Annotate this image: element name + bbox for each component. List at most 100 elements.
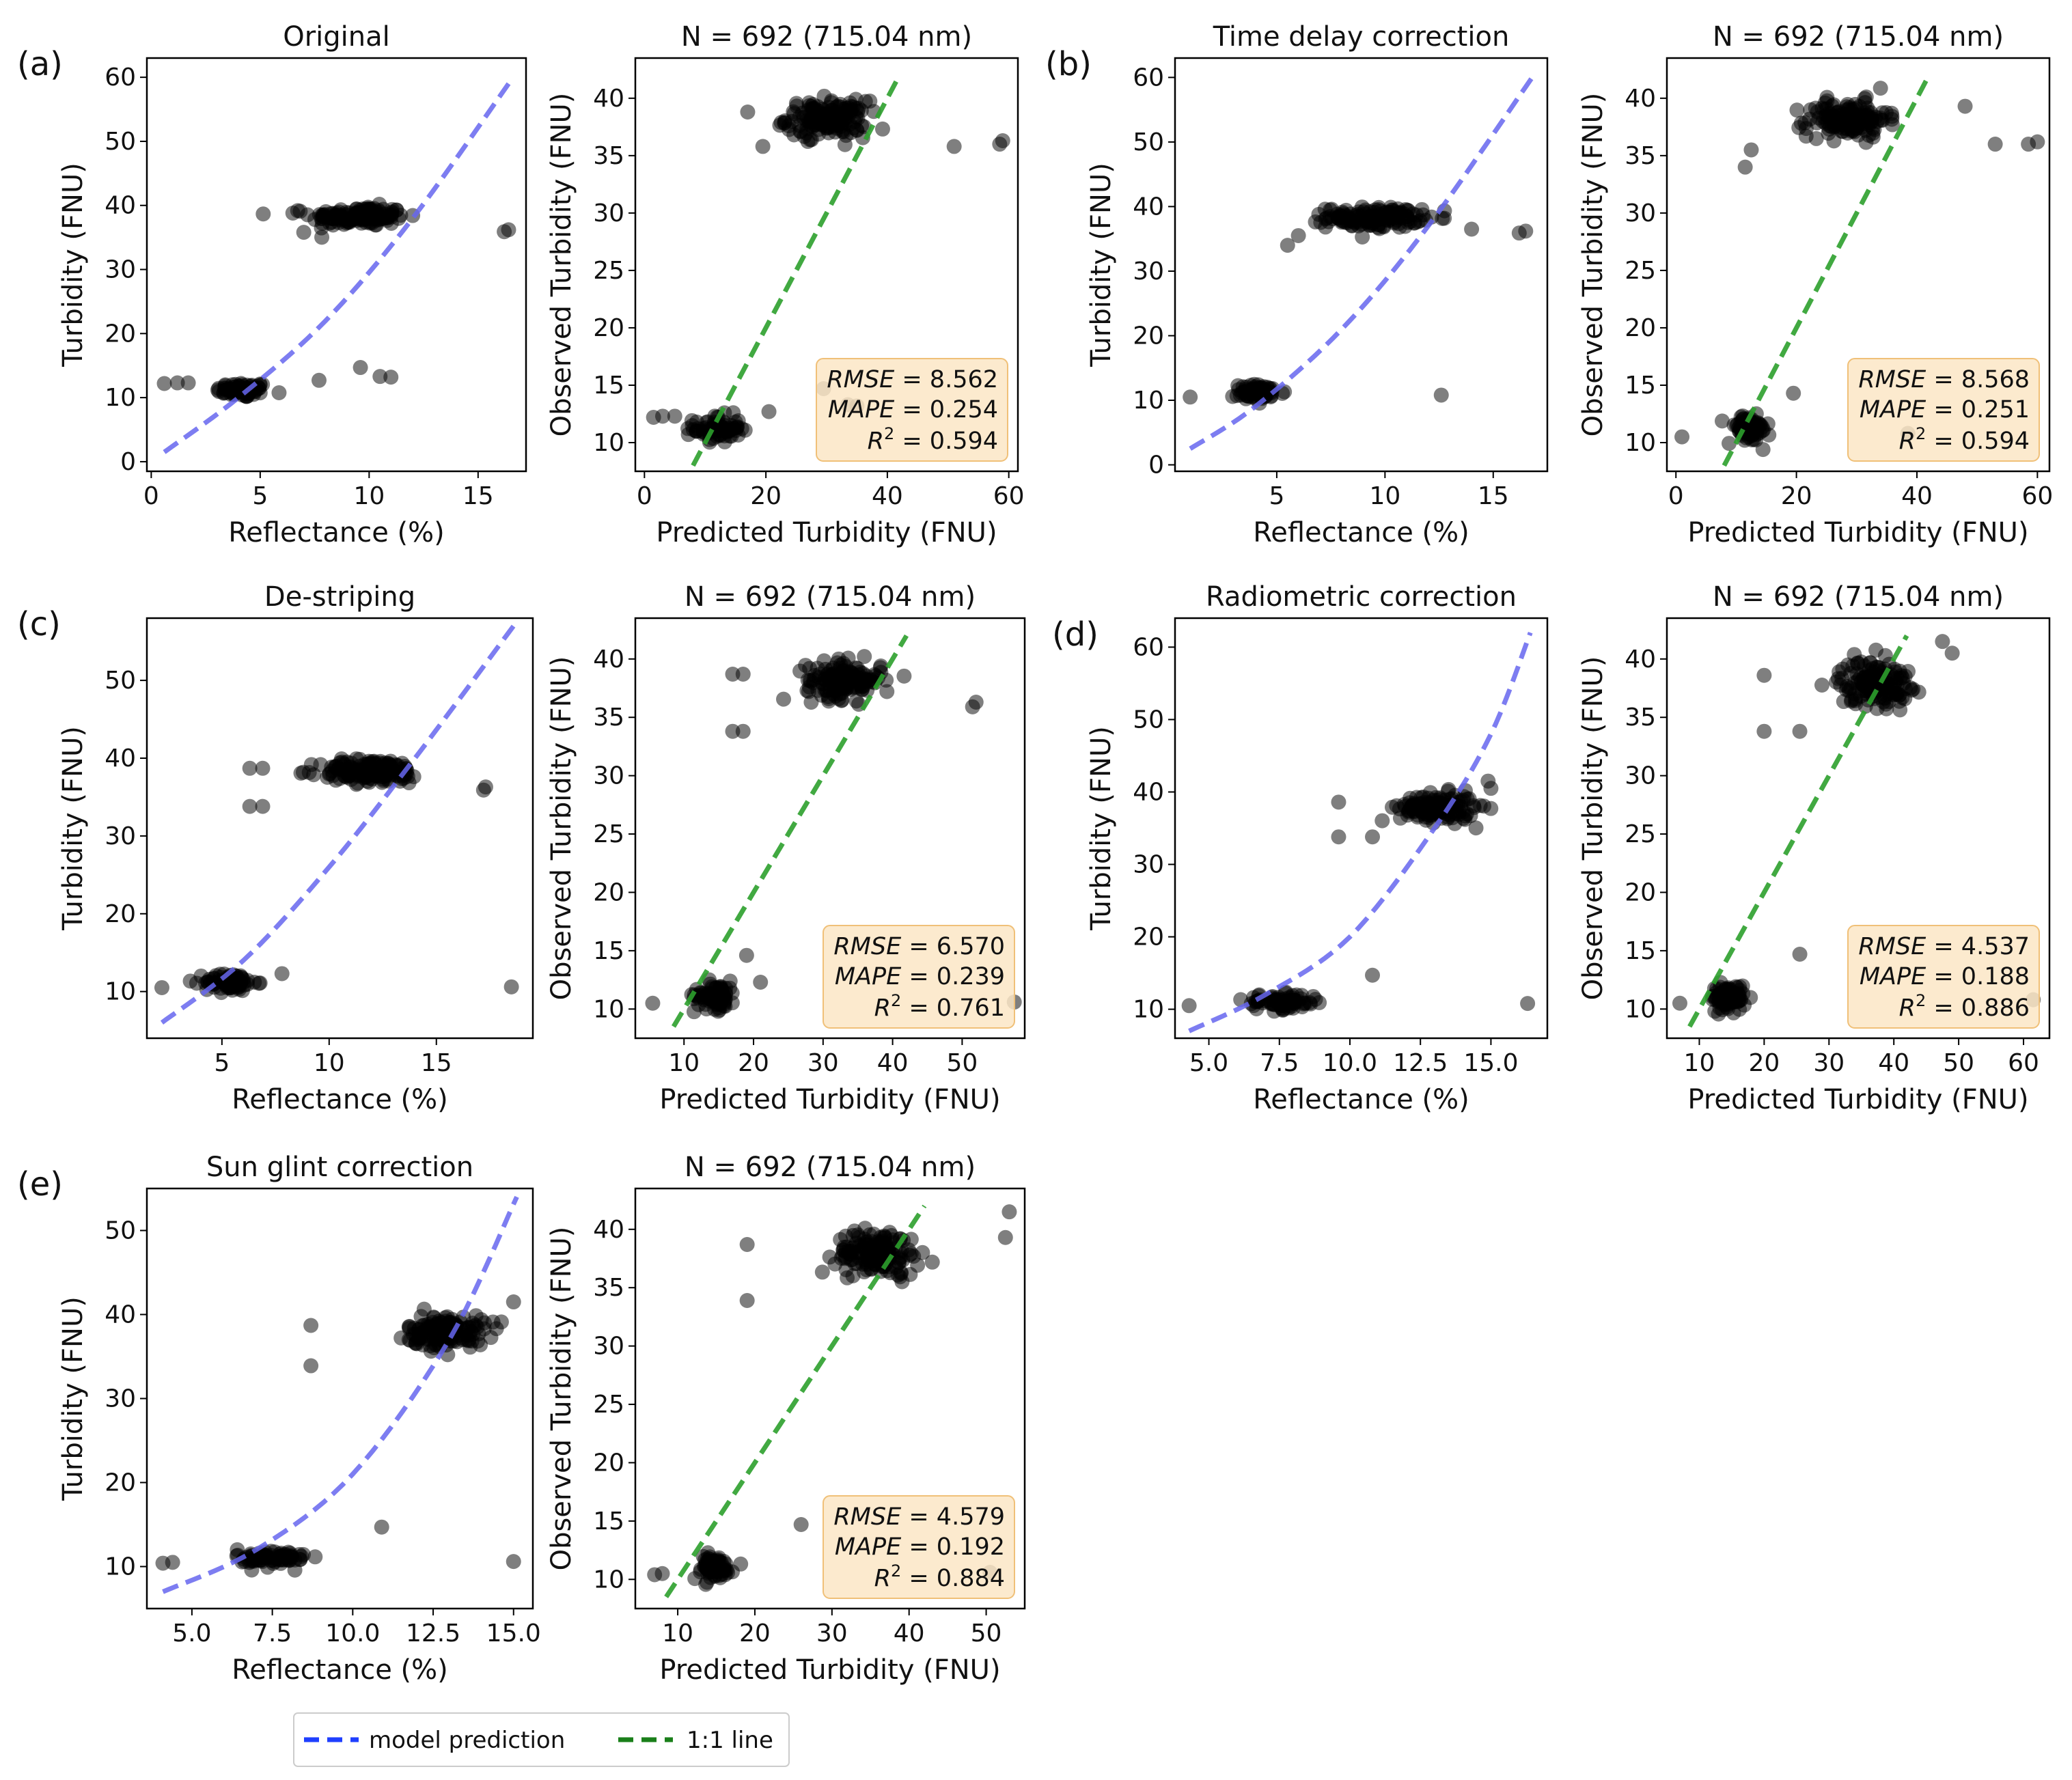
data-point — [755, 139, 771, 154]
data-point — [1433, 387, 1449, 403]
stats-mape: MAPE = 0.188 — [1860, 963, 2030, 990]
stats-r2: R2 = 0.886 — [1899, 991, 2030, 1022]
data-point — [1321, 214, 1336, 230]
chart-title: N = 692 (715.04 nm) — [685, 581, 976, 613]
data-point — [406, 1320, 422, 1336]
stats-box-bg — [1847, 358, 2040, 462]
data-point — [946, 139, 962, 154]
data-point — [1792, 723, 1808, 739]
y-tick-label: 15 — [593, 372, 624, 400]
y-tick-label: 20 — [593, 878, 624, 906]
one-to-one-line — [671, 634, 909, 1028]
data-point — [1814, 677, 1829, 693]
data-point — [1935, 634, 1950, 650]
data-point — [285, 205, 301, 221]
data-point — [1873, 81, 1888, 96]
data-point — [1302, 995, 1318, 1010]
plot-frame — [146, 57, 527, 473]
y-tick-label: 40 — [593, 85, 624, 113]
x-tick-label: 12.5 — [1393, 1049, 1448, 1077]
data-point — [182, 973, 198, 989]
y-tick-label: 15 — [593, 1507, 624, 1535]
data-point — [342, 760, 358, 775]
data-point — [1399, 208, 1415, 224]
data-point — [853, 102, 869, 118]
y-tick-label: 20 — [593, 314, 624, 342]
x-tick-label: 10.0 — [1323, 1049, 1377, 1077]
legend-label-model: model prediction — [369, 1727, 565, 1754]
y-tick-label: 0 — [120, 448, 136, 476]
data-point — [1866, 670, 1882, 686]
data-point — [814, 1264, 830, 1280]
y-tick-label: 35 — [593, 1274, 624, 1302]
x-tick-label: 40 — [872, 482, 903, 510]
data-point — [1732, 1001, 1748, 1017]
data-point — [1869, 701, 1885, 717]
y-tick-label: 15 — [593, 937, 624, 965]
model-prediction-curve — [162, 1195, 519, 1594]
stats-rmse: RMSE = 4.579 — [833, 1503, 1005, 1531]
data-point — [1832, 111, 1847, 127]
x-tick-label: 40 — [1878, 1049, 1909, 1077]
y-tick-label: 20 — [1133, 322, 1164, 350]
x-tick-label: 12.5 — [406, 1619, 460, 1647]
x-tick-label: 5 — [1269, 482, 1284, 510]
plot-frame — [146, 617, 534, 1040]
data-point — [1290, 227, 1306, 243]
data-point — [739, 1293, 755, 1308]
x-tick-label: 20 — [739, 1619, 771, 1647]
stats-mape: MAPE = 0.239 — [835, 963, 1005, 990]
scatter-points — [1181, 773, 1536, 1019]
data-point — [645, 995, 661, 1011]
x-tick-label: 20 — [750, 482, 782, 510]
stats-box-bg — [823, 1495, 1015, 1599]
data-point — [1850, 656, 1866, 671]
data-point — [1756, 667, 1772, 683]
data-point — [1848, 696, 1864, 712]
data-point — [468, 1308, 484, 1324]
x-tick-label: 10 — [662, 1619, 693, 1647]
y-tick-label: 10 — [1133, 387, 1164, 415]
chart-3: N = 692 (715.04 nm) 0 20 40 60 10 15 20 25 30 35 40… — [1577, 21, 2053, 548]
plot-frame — [1666, 617, 2051, 1040]
data-point — [859, 1243, 875, 1259]
data-point — [1737, 159, 1753, 175]
y-tick-label: 40 — [1625, 645, 1656, 673]
y-axis-label: Turbidity (FNU) — [57, 163, 89, 367]
x-tick-label: 40 — [1901, 482, 1933, 510]
data-point — [968, 695, 984, 710]
data-point — [1712, 979, 1728, 995]
data-point — [734, 421, 749, 436]
x-tick-label: 5 — [214, 1049, 230, 1077]
data-point — [811, 110, 827, 126]
data-point — [1867, 681, 1883, 697]
chart-title: N = 692 (715.04 nm) — [1713, 21, 2004, 53]
data-point — [654, 1566, 670, 1581]
x-tick-label: 0 — [143, 482, 159, 510]
plot-frame — [1666, 57, 2051, 473]
data-point — [221, 978, 237, 994]
stats-rmse: RMSE = 8.562 — [827, 366, 998, 393]
data-point — [812, 667, 828, 682]
model-prediction-curve — [163, 82, 511, 454]
y-tick-label: 15 — [1625, 372, 1656, 400]
y-tick-label: 30 — [105, 822, 136, 850]
x-tick-label: 40 — [877, 1049, 909, 1077]
data-point — [1372, 203, 1388, 219]
data-point — [857, 649, 872, 665]
x-tick-label: 5.0 — [1189, 1049, 1228, 1077]
data-point — [1722, 436, 1737, 451]
data-point — [786, 104, 801, 120]
y-tick-label: 35 — [1625, 704, 1656, 732]
x-tick-label: 15.0 — [486, 1619, 541, 1647]
data-point — [1868, 642, 1884, 658]
chart-4: De-striping 5 10 15 10 20 30 40 50 Reflectance (%… — [57, 581, 534, 1115]
data-point — [156, 376, 172, 391]
data-point — [169, 375, 185, 391]
data-point — [255, 206, 271, 222]
data-point — [1420, 790, 1436, 806]
data-point — [350, 775, 365, 791]
x-axis-label: Predicted Turbidity (FNU) — [1687, 517, 2028, 548]
data-point — [829, 655, 845, 671]
y-tick-label: 20 — [1625, 878, 1656, 906]
